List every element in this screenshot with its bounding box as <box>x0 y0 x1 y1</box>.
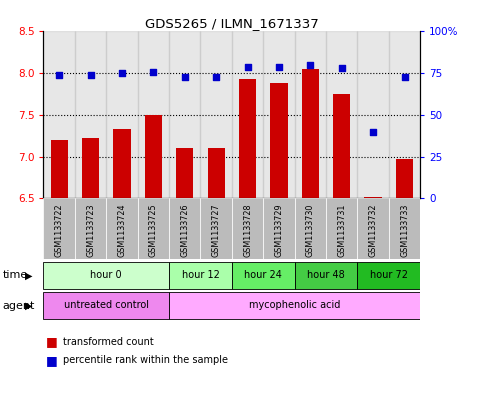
Text: ■: ■ <box>46 335 57 348</box>
Point <box>306 62 314 68</box>
Text: untreated control: untreated control <box>64 300 149 310</box>
Text: hour 24: hour 24 <box>244 270 282 280</box>
Bar <box>106 31 138 198</box>
Bar <box>138 198 169 259</box>
Point <box>118 70 126 76</box>
Point <box>149 68 157 75</box>
Title: GDS5265 / ILMN_1671337: GDS5265 / ILMN_1671337 <box>145 17 319 30</box>
Bar <box>357 31 389 198</box>
Bar <box>169 262 232 289</box>
Bar <box>263 198 295 259</box>
Bar <box>169 31 200 198</box>
Text: ▶: ▶ <box>25 301 33 311</box>
Bar <box>169 198 200 259</box>
Bar <box>145 115 162 198</box>
Text: GSM1133729: GSM1133729 <box>274 203 284 257</box>
Text: mycophenolic acid: mycophenolic acid <box>249 300 341 310</box>
Bar <box>389 198 420 259</box>
Text: hour 12: hour 12 <box>182 270 219 280</box>
Text: GSM1133723: GSM1133723 <box>86 203 95 257</box>
Text: GSM1133726: GSM1133726 <box>180 203 189 257</box>
Text: GSM1133730: GSM1133730 <box>306 203 315 257</box>
Bar <box>232 262 295 289</box>
Point <box>338 65 345 71</box>
Text: GSM1133727: GSM1133727 <box>212 203 221 257</box>
Point <box>87 72 95 78</box>
Point <box>243 63 251 70</box>
Text: GSM1133731: GSM1133731 <box>337 203 346 257</box>
Bar <box>106 198 138 259</box>
Text: GSM1133722: GSM1133722 <box>55 203 64 257</box>
Bar <box>114 129 130 198</box>
Bar <box>43 262 169 289</box>
Bar <box>396 159 413 198</box>
Point <box>400 73 408 80</box>
Bar <box>295 262 357 289</box>
Text: hour 72: hour 72 <box>370 270 408 280</box>
Bar <box>138 31 169 198</box>
Point <box>56 72 63 78</box>
Bar <box>200 198 232 259</box>
Bar <box>357 198 389 259</box>
Bar <box>43 292 169 320</box>
Bar <box>82 138 99 198</box>
Bar <box>239 79 256 198</box>
Bar <box>75 198 106 259</box>
Bar <box>75 31 106 198</box>
Bar <box>51 140 68 198</box>
Bar <box>43 198 75 259</box>
Bar <box>176 148 193 198</box>
Bar <box>295 198 326 259</box>
Bar <box>302 69 319 198</box>
Text: transformed count: transformed count <box>63 336 154 347</box>
Text: percentile rank within the sample: percentile rank within the sample <box>63 355 228 365</box>
Bar <box>232 198 263 259</box>
Bar <box>389 31 420 198</box>
Text: hour 0: hour 0 <box>90 270 122 280</box>
Bar <box>263 31 295 198</box>
Text: hour 48: hour 48 <box>307 270 345 280</box>
Bar <box>208 148 225 198</box>
Bar <box>326 198 357 259</box>
Point <box>369 129 377 135</box>
Text: GSM1133732: GSM1133732 <box>369 203 378 257</box>
Bar <box>365 197 382 198</box>
Bar <box>169 292 420 320</box>
Text: time: time <box>2 270 28 281</box>
Point <box>275 63 283 70</box>
Text: GSM1133733: GSM1133733 <box>400 203 409 257</box>
Point <box>181 73 188 80</box>
Text: GSM1133728: GSM1133728 <box>243 203 252 257</box>
Text: ■: ■ <box>46 354 57 367</box>
Bar <box>295 31 326 198</box>
Bar <box>357 262 420 289</box>
Text: GSM1133724: GSM1133724 <box>117 203 127 257</box>
Bar <box>232 31 263 198</box>
Text: agent: agent <box>2 301 35 311</box>
Bar <box>326 31 357 198</box>
Bar <box>43 31 75 198</box>
Bar <box>333 94 350 198</box>
Point <box>212 73 220 80</box>
Bar <box>200 31 232 198</box>
Text: ▶: ▶ <box>25 270 33 281</box>
Bar <box>270 83 287 198</box>
Text: GSM1133725: GSM1133725 <box>149 203 158 257</box>
